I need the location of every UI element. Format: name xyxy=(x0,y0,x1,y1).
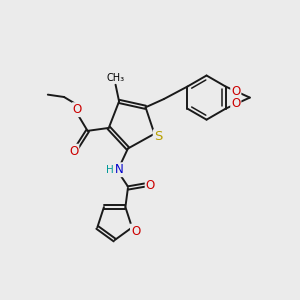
Text: O: O xyxy=(69,145,78,158)
Text: O: O xyxy=(231,85,240,98)
Text: H: H xyxy=(106,165,114,175)
Text: S: S xyxy=(154,130,162,143)
Text: O: O xyxy=(73,103,82,116)
Text: CH₃: CH₃ xyxy=(106,73,124,83)
Text: N: N xyxy=(115,163,124,176)
Text: O: O xyxy=(146,178,155,191)
Text: O: O xyxy=(131,224,140,238)
Text: O: O xyxy=(231,98,240,110)
